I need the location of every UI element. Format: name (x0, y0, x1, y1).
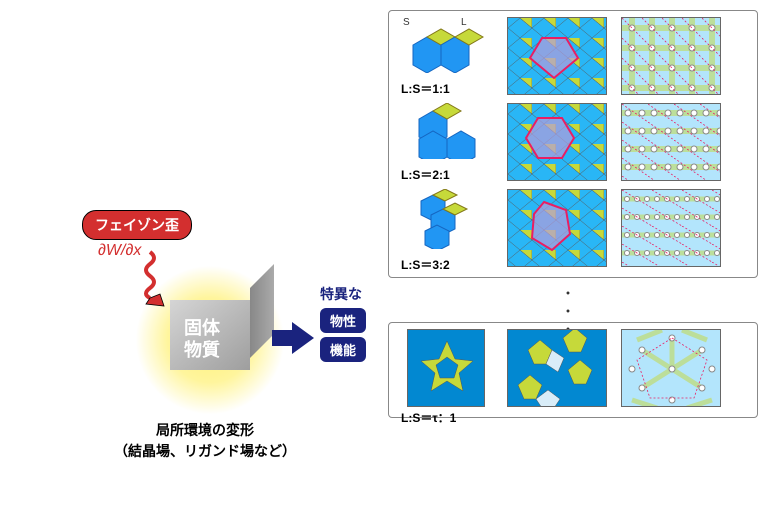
vertical-dots: ・・・・・・ (558, 286, 578, 316)
ratio-label-3: L:S＝3:2 (401, 256, 501, 273)
periodic-group: L S L:S＝1:1 (388, 10, 758, 278)
tag-function: 機能 (320, 337, 366, 362)
ratio-row-2: L:S＝2:1 (393, 103, 753, 185)
right-panel: L S L:S＝1:1 (388, 10, 758, 426)
arrow-right-icon (270, 316, 320, 360)
quasicrystal-group: L:S＝τ：1 (388, 322, 758, 418)
unit-cell-2: L:S＝2:1 (393, 103, 501, 185)
lattice-3 (621, 189, 729, 271)
rhombus-tiling-2-icon (508, 104, 607, 181)
cube-label-2: 物質 (184, 340, 220, 362)
phason-badge: フェイゾン歪 (82, 210, 192, 240)
L-label: L (461, 17, 467, 28)
lattice-2 (621, 103, 729, 185)
caption-text: 局所環境の変形 （結晶場、リガンド場など） (114, 420, 296, 462)
ratio-label-2: L:S＝2:1 (401, 166, 501, 183)
derivative-label: ∂W/∂x (98, 242, 141, 260)
ratio-label-tau: L:S＝τ：1 (401, 409, 501, 426)
solid-material-cube: 固体 物質 (170, 300, 250, 380)
S-label: S (403, 17, 410, 28)
cube-cluster-2-icon (393, 103, 493, 159)
cube-label-1: 固体 (184, 318, 220, 340)
tag-title: 特異な (320, 284, 366, 304)
tiling-wide-1 (507, 17, 615, 99)
unit-cell-1: L S L:S＝1:1 (393, 17, 501, 99)
lattice-1 (621, 17, 729, 99)
rhombus-tiling-1-icon (508, 18, 607, 95)
caption-line-1: 局所環境の変形 (114, 420, 296, 441)
lattice-2-icon (622, 104, 721, 181)
unit-cell-3: L:S＝3:2 (393, 189, 501, 271)
penrose-cell: L:S＝τ：1 (393, 329, 501, 411)
lattice-3-icon (622, 190, 721, 267)
tag-property: 物性 (320, 308, 366, 333)
penrose-tiling-icon (508, 330, 607, 407)
penrose-tiling (507, 329, 615, 411)
ratio-label-1: L:S＝1:1 (401, 80, 501, 97)
properties-tags: 特異な 物性 機能 (320, 284, 366, 366)
ratio-row-1: L S L:S＝1:1 (393, 17, 753, 99)
tiling-wide-3 (507, 189, 615, 271)
quasi-lattice (621, 329, 729, 411)
penrose-tile-icon (407, 329, 485, 407)
cube-cluster-3-icon (393, 189, 493, 249)
quasi-lattice-icon (622, 330, 721, 407)
ratio-row-3: L:S＝3:2 (393, 189, 753, 271)
rhombus-tiling-3-icon (508, 190, 607, 267)
caption-line-2: （結晶場、リガンド場など） (114, 441, 296, 462)
ratio-row-tau: L:S＝τ：1 (393, 329, 753, 411)
lattice-1-icon (622, 18, 721, 95)
wavy-arrow-icon (140, 248, 180, 308)
tiling-wide-2 (507, 103, 615, 185)
